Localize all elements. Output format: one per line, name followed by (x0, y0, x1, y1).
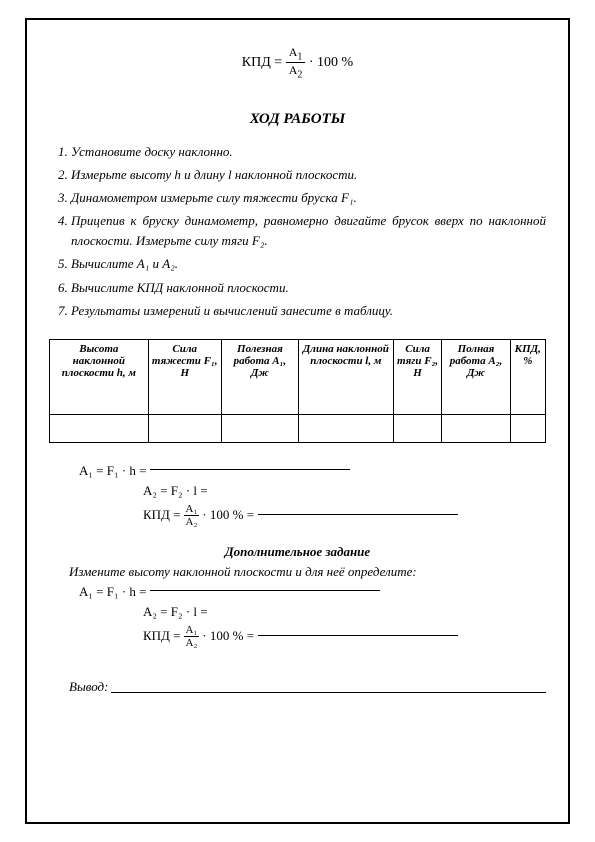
page-frame: КПД = A1 A2 · 100 % ХОД РАБОТЫ Установит… (25, 18, 570, 824)
section-title: ХОД РАБОТЫ (49, 111, 546, 128)
table-header: Сила тяжести F₁, Н (148, 339, 221, 414)
table-header-row: Высота наклонной плоскости h, м Сила тяж… (50, 339, 546, 414)
frac-den: A2 (286, 63, 306, 80)
table-cell (510, 414, 545, 442)
table-data-row (50, 414, 546, 442)
addl-line-2: A₂ = F₂ · l = (79, 604, 546, 620)
table-header: Сила тяги F₂, Н (393, 339, 442, 414)
blank-line (258, 635, 458, 636)
formula-fraction: A1 A2 (286, 45, 306, 81)
blank-line (150, 469, 350, 470)
step-item: Динамометром измерьте силу тяжести бруск… (71, 188, 546, 208)
top-formula: КПД = A1 A2 · 100 % (49, 45, 546, 81)
calculations: A₁ = F₁ · h = A₂ = F₂ · l = КПД = A₁ A₂ … (49, 463, 546, 528)
calc-line-2: A₂ = F₂ · l = (79, 483, 546, 499)
data-table: Высота наклонной плоскости h, м Сила тяж… (49, 339, 546, 443)
addl-frac: A₁ A₂ (184, 624, 200, 649)
additional-calculations: A₁ = F₁ · h = A₂ = F₂ · l = КПД = A₁ A₂ … (49, 584, 546, 649)
frac-num: A1 (286, 45, 306, 63)
table-header: Длина наклонной плоскости l, м (298, 339, 393, 414)
additional-title: Дополнительное задание (49, 544, 546, 560)
addl-line-3: КПД = A₁ A₂ · 100 % = (79, 624, 546, 649)
calc-line-1: A₁ = F₁ · h = (79, 463, 546, 479)
steps-list: Установите доску наклонно. Измерьте высо… (49, 142, 546, 321)
table-header: Полная работа A₂, Дж (442, 339, 510, 414)
table-cell (298, 414, 393, 442)
table-cell (148, 414, 221, 442)
step-item: Установите доску наклонно. (71, 142, 546, 162)
conclusion: Вывод: (49, 679, 546, 695)
table-header: КПД, % (510, 339, 545, 414)
step-item: Вычислите A₁ и A₂. (71, 254, 546, 274)
step-item: Измерьте высоту h и длину l наклонной пл… (71, 165, 546, 185)
calc-line-3: КПД = A₁ A₂ · 100 % = (79, 503, 546, 528)
step-item: Результаты измерений и вычислений занеси… (71, 301, 546, 321)
additional-desc: Измените высоту наклонной плоскости и дл… (49, 564, 546, 580)
step-item: Вычислите КПД наклонной плоскости. (71, 278, 546, 298)
step-item: Прицепив к бруску динамометр, равномерно… (71, 211, 546, 251)
conclusion-label: Вывод: (69, 679, 108, 695)
blank-line (258, 514, 458, 515)
conclusion-line (111, 692, 546, 693)
table-header: Полезная работа A₁, Дж (221, 339, 298, 414)
table-cell (221, 414, 298, 442)
blank-line (150, 590, 380, 591)
table-cell (442, 414, 510, 442)
formula-lhs: КПД = (242, 55, 282, 70)
table-cell (50, 414, 149, 442)
formula-rhs: · 100 % (309, 55, 353, 70)
calc-frac: A₁ A₂ (184, 503, 200, 528)
table-cell (393, 414, 442, 442)
addl-line-1: A₁ = F₁ · h = (79, 584, 546, 600)
table-header: Высота наклонной плоскости h, м (50, 339, 149, 414)
